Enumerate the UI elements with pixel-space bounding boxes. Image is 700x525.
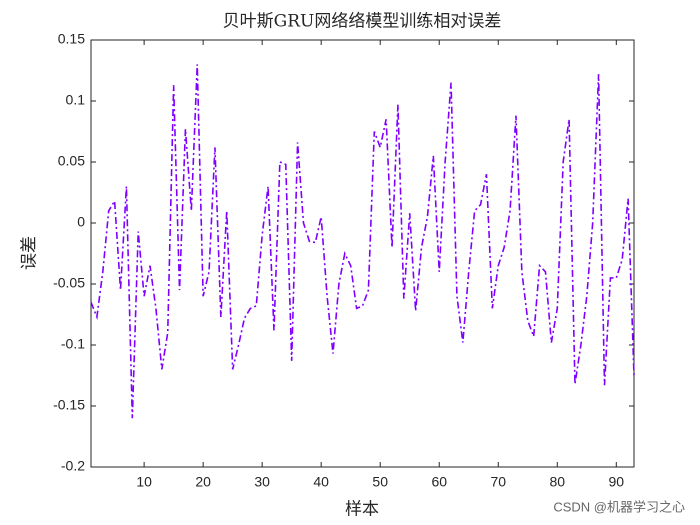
watermark: CSDN @机器学习之心	[553, 499, 685, 514]
y-tick-label: -0.15	[53, 397, 85, 413]
y-tick-label: -0.1	[61, 336, 85, 352]
y-tick-label: 0.1	[66, 92, 86, 108]
plot-frame	[90, 39, 635, 468]
x-tick-label: 10	[136, 474, 152, 490]
y-tick-label: 0.15	[58, 31, 85, 47]
x-tick-label: 70	[490, 474, 506, 490]
chart-title: 贝叶斯GRU网络络模型训练相对误差	[223, 12, 502, 32]
y-tick-label: -0.05	[53, 275, 85, 291]
data-line	[90, 64, 635, 419]
y-tick-label: -0.2	[61, 458, 85, 474]
x-tick-label: 50	[372, 474, 388, 490]
x-tick-label: 80	[549, 474, 565, 490]
x-tick-label: 20	[195, 474, 211, 490]
x-tick-label: 30	[254, 474, 270, 490]
y-tick-label: 0	[77, 214, 85, 230]
x-tick-label: 40	[313, 474, 329, 490]
y-tick-label: 0.05	[58, 153, 85, 169]
y-axis-label: 误差	[20, 236, 40, 270]
x-axis-label: 样本	[345, 500, 379, 520]
x-tick-label: 90	[609, 474, 625, 490]
x-tick-label: 60	[431, 474, 447, 490]
